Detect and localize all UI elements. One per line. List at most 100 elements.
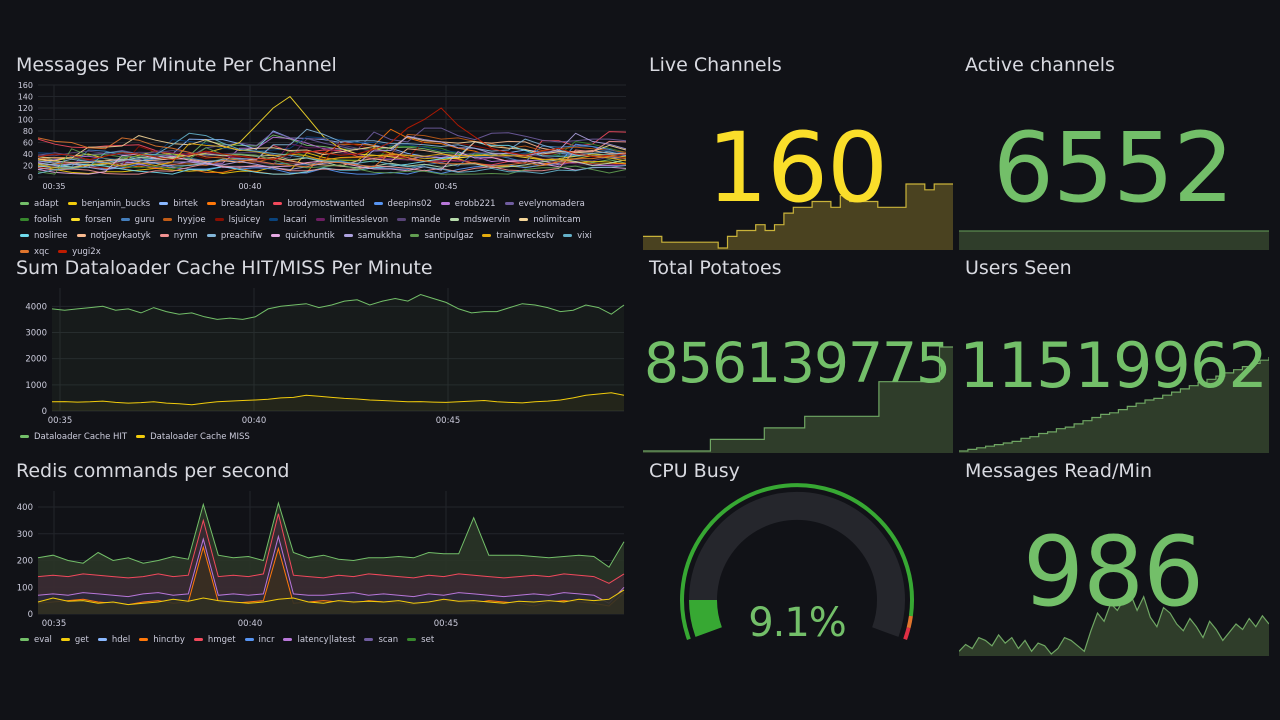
legend-item[interactable]: benjamin_bucks [67, 196, 150, 212]
legend-item[interactable]: evelynomadera [504, 196, 585, 212]
legend-swatch [373, 202, 383, 205]
legend-item[interactable]: lsjuicey [214, 212, 260, 228]
legend-item[interactable]: erobb221 [440, 196, 496, 212]
legend-item[interactable]: Dataloader Cache MISS [136, 429, 250, 445]
panel-title[interactable]: Messages Read/Min [965, 460, 1153, 482]
legend-item[interactable]: preachifw [206, 228, 262, 244]
legend-item[interactable]: nymn [159, 228, 198, 244]
messages-chart[interactable]: 0 20 40 60 80 100 120 140 160 00:35 00:40 00:45 [8, 80, 632, 230]
legend-item[interactable]: santipulgaz [410, 228, 473, 244]
legend-item[interactable]: yugi2x [58, 244, 101, 260]
legend-swatch [20, 202, 29, 205]
legend-item[interactable]: forsen [70, 212, 112, 228]
cpu-busy-panel: CPU Busy 9.1% [641, 450, 953, 656]
series-line [37, 140, 627, 175]
y-tick-label: 40 [23, 150, 33, 159]
legend-swatch [163, 218, 173, 221]
gauge-track [689, 491, 905, 637]
legend-label: erobb221 [454, 199, 496, 209]
legend-item[interactable]: xqc [20, 244, 49, 260]
legend-item[interactable]: mande [397, 212, 441, 228]
legend-item[interactable]: scan [364, 632, 398, 648]
y-tick-label: 80 [23, 127, 33, 136]
x-tick-label: 00:45 [434, 182, 457, 191]
legend-item[interactable]: adapt [20, 196, 59, 212]
legend-swatch [563, 234, 573, 237]
panel-title[interactable]: Live Channels [649, 54, 782, 76]
x-tick-label: 00:40 [242, 416, 267, 426]
y-tick-label: 20 [23, 162, 33, 171]
x-tick-label: 00:45 [434, 619, 459, 629]
legend-item[interactable]: Dataloader Cache HIT [20, 429, 127, 445]
legend-swatch [60, 638, 70, 641]
legend-label: limitlesslevon [329, 215, 389, 225]
legend-item[interactable]: get [60, 632, 89, 648]
legend-item[interactable]: birtek [159, 196, 198, 212]
legend-swatch [440, 202, 450, 205]
legend-item[interactable]: notjoeykaotyk [76, 228, 151, 244]
legend-swatch [20, 435, 29, 438]
y-tick-label: 60 [23, 139, 33, 148]
legend-label: Dataloader Cache MISS [150, 432, 250, 442]
legend-item[interactable]: lacari [269, 212, 307, 228]
series-line [37, 501, 625, 568]
legend-item[interactable]: vixi [563, 228, 592, 244]
live-channels-panel: Live Channels 160 [641, 44, 953, 250]
legend-label: mdswervin [463, 215, 511, 225]
active-channels-sparkline [959, 230, 1269, 250]
legend-item[interactable]: hmget [193, 632, 236, 648]
legend-item[interactable]: hyyjoe [163, 212, 206, 228]
legend-item[interactable]: nosliree [20, 228, 68, 244]
legend-item[interactable]: mdswervin [449, 212, 511, 228]
legend-item[interactable]: incr [244, 632, 274, 648]
series-area [38, 513, 624, 614]
live-channels-value: 160 [706, 112, 888, 224]
legend-label: forsen [84, 215, 112, 225]
legend-item[interactable]: guru [120, 212, 154, 228]
y-tick-label: 0 [28, 610, 33, 620]
x-tick-label: 00:45 [436, 416, 461, 426]
legend-label: yugi2x [72, 247, 101, 257]
users-seen-panel: Users Seen 11519962 [957, 247, 1269, 453]
legend-item[interactable]: set [407, 632, 434, 648]
legend-item[interactable]: hdel [97, 632, 130, 648]
legend-item[interactable]: limitlesslevon [315, 212, 389, 228]
panel-title[interactable]: Sum Dataloader Cache HIT/MISS Per Minute [16, 257, 433, 279]
total-potatoes-sparkline [643, 346, 953, 453]
legend-swatch [271, 234, 281, 237]
panel-title[interactable]: Users Seen [965, 257, 1072, 279]
legend-swatch [214, 218, 224, 221]
panel-title[interactable]: Messages Per Minute Per Channel [16, 54, 337, 76]
x-tick-label: 00:40 [238, 182, 261, 191]
legend-item[interactable]: samukkha [343, 228, 401, 244]
legend-swatch [97, 638, 107, 641]
panel-title[interactable]: CPU Busy [649, 460, 740, 482]
y-tick-label: 3000 [25, 328, 47, 338]
legend-label: set [421, 635, 435, 645]
legend-item[interactable]: quickhuntik [271, 228, 335, 244]
legend-item[interactable]: foolish [20, 212, 62, 228]
y-tick-label: 200 [17, 557, 33, 567]
cpu-busy-value: 9.1% [748, 600, 847, 646]
redis-chart[interactable]: 0 100 200 300 400 00:35 00:40 00:45 [8, 486, 632, 636]
panel-title[interactable]: Redis commands per second [16, 460, 290, 482]
legend-item[interactable]: brodymostwanted [273, 196, 365, 212]
sparkline-line [959, 593, 1269, 655]
legend-label: xqc [34, 247, 50, 257]
panel-title[interactable]: Total Potatoes [649, 257, 782, 279]
legend-item[interactable]: trainwreckstv [482, 228, 554, 244]
legend-item[interactable]: eval [20, 632, 52, 648]
legend-item[interactable]: breadytan [206, 196, 264, 212]
legend-item[interactable]: latency|latest [283, 632, 355, 648]
legend-item[interactable]: nolimitcam [519, 212, 581, 228]
legend-swatch [159, 234, 169, 237]
legend-item[interactable]: deepins02 [373, 196, 432, 212]
legend-label: quickhuntik [285, 231, 335, 241]
cache-chart[interactable]: 0 1000 2000 3000 4000 00:35 00:40 00:45 [8, 283, 632, 433]
legend-swatch [449, 218, 459, 221]
users-seen-value: 11519962 [959, 329, 1268, 402]
messages-read-sparkline [959, 593, 1269, 656]
legend-swatch [193, 638, 203, 641]
panel-title[interactable]: Active channels [965, 54, 1115, 76]
legend-item[interactable]: hincrby [139, 632, 185, 648]
